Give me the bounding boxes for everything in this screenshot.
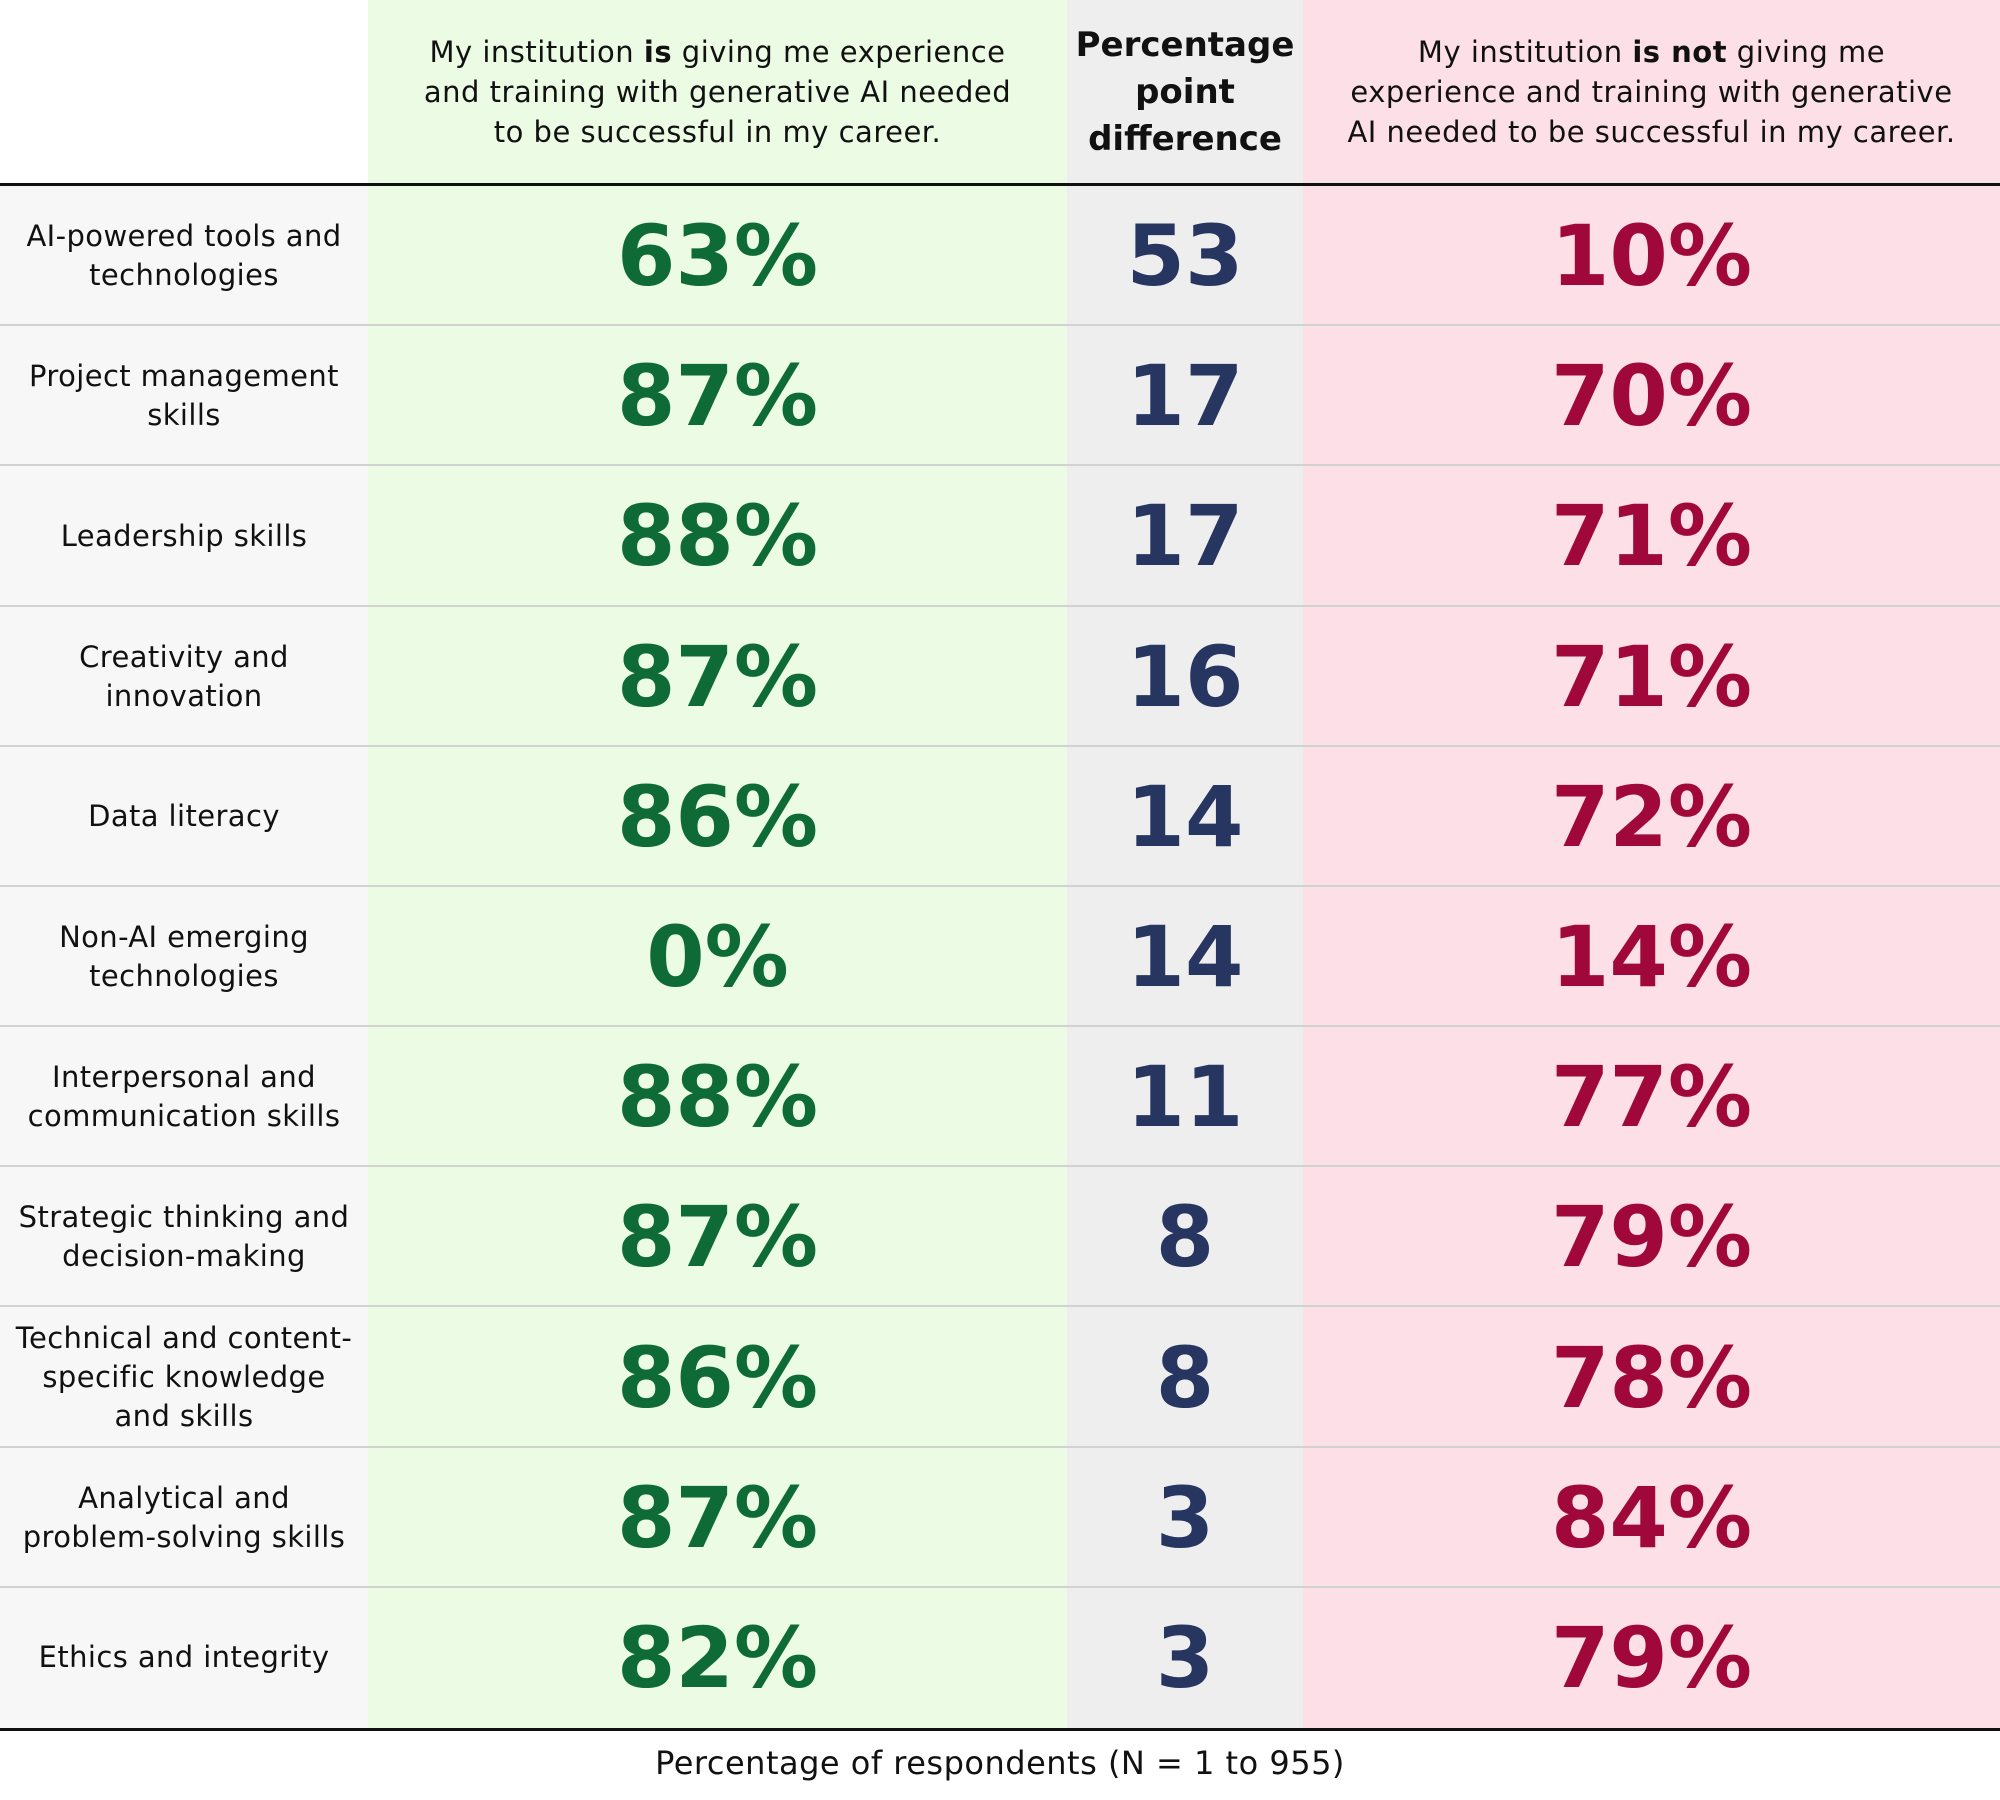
table-row: Non-AI emerging technologies 0% 14 14% [0,887,2000,1028]
table-row: Strategic thinking and decision-making 87… [0,1167,2000,1308]
value-point-difference: 53 [1126,207,1244,306]
value-institution-is-not: 77% [1550,1048,1753,1147]
footnote: Percentage of respondents (N = 1 to 955) [655,1744,1345,1782]
label-column-background [0,186,368,1730]
value-institution-is-not: 10% [1550,207,1753,306]
row-divider [0,1585,2000,1588]
table-row: Analytical and problem-solving skills 87%… [0,1448,2000,1588]
header-no-emphasis: is not [1632,35,1728,69]
yes-column-background [368,0,1067,1730]
value-institution-is: 88% [616,487,819,586]
value-institution-is: 87% [616,1468,819,1567]
value-institution-is-not: 78% [1550,1328,1753,1427]
value-institution-is-not: 84% [1550,1468,1753,1567]
difference-column-background [1067,0,1303,1730]
value-institution-is-not: 70% [1550,347,1753,446]
no-column-background [1303,0,2000,1730]
row-divider [0,1305,2000,1308]
value-institution-is: 87% [616,1188,819,1287]
row-label: Data literacy [88,799,280,834]
header-yes-prefix: My institution [429,35,644,69]
header-no-prefix: My institution [1417,35,1633,69]
header-percentage-point-difference: Percentage point difference [1075,24,1295,159]
header-institution-is: My institution is giving me experience a… [368,0,1067,184]
value-institution-is: 86% [616,767,819,866]
value-point-difference: 3 [1155,1608,1215,1707]
table-row: Leadership skills 88% 17 71% [0,466,2000,607]
value-institution-is: 82% [616,1608,819,1707]
value-institution-is: 86% [616,1328,819,1427]
table-row: Data literacy 86% 14 72% [0,747,2000,887]
row-divider [0,884,2000,887]
value-point-difference: 16 [1126,627,1244,726]
row-label: Creativity and innovation [79,639,289,713]
table-row: Project management skills 87% 17 70% [0,326,2000,467]
value-point-difference: 3 [1155,1468,1215,1567]
value-point-difference: 14 [1126,767,1244,866]
row-label: Non-AI emerging technologies [59,919,309,993]
header-yes-emphasis: is [643,35,673,69]
row-divider [0,1165,2000,1168]
value-point-difference: 14 [1126,907,1244,1006]
row-divider [0,604,2000,607]
value-institution-is: 88% [616,1048,819,1147]
row-label: Strategic thinking and decision-making [18,1200,350,1274]
row-label: Ethics and integrity [38,1640,330,1675]
value-institution-is-not: 14% [1550,907,1753,1006]
value-point-difference: 17 [1126,347,1244,446]
value-institution-is-not: 71% [1550,627,1753,726]
row-label: Project management skills [29,359,339,433]
value-institution-is-not: 72% [1550,767,1753,866]
header-institution-is-not: My institution is not giving me experien… [1303,0,2000,184]
value-institution-is-not: 79% [1550,1188,1753,1287]
row-divider [0,1025,2000,1028]
value-institution-is: 63% [616,207,819,306]
row-divider [0,1445,2000,1448]
table-top-rule [0,183,2000,186]
table-bottom-rule [0,1728,2000,1731]
row-label: Leadership skills [60,518,308,553]
row-label: Interpersonal and communication skills [27,1060,341,1134]
row-label: AI-powered tools and technologies [26,219,342,293]
value-institution-is: 87% [616,347,819,446]
row-label: Technical and content-specific knowledge… [15,1321,353,1434]
value-point-difference: 11 [1126,1048,1244,1147]
table-row: Ethics and integrity 82% 3 79% [0,1588,2000,1728]
table-row: Technical and content-specific knowledge… [0,1307,2000,1448]
value-point-difference: 17 [1126,487,1244,586]
value-institution-is: 0% [646,907,789,1006]
table-row: AI-powered tools and technologies 63% 53 10… [0,186,2000,327]
value-point-difference: 8 [1155,1328,1215,1427]
table-row: Interpersonal and communication skills 88… [0,1027,2000,1168]
row-divider [0,744,2000,747]
value-institution-is-not: 71% [1550,487,1753,586]
row-divider [0,464,2000,467]
table-row: Creativity and innovation 87% 16 71% [0,607,2000,747]
value-institution-is: 87% [616,627,819,726]
value-point-difference: 8 [1155,1188,1215,1287]
row-label: Analytical and problem-solving skills [22,1480,346,1554]
value-institution-is-not: 79% [1550,1608,1753,1707]
header-yes-suffix: giving me experience and training with g… [423,35,1012,149]
row-divider [0,324,2000,327]
header-no-suffix: giving me experience and training with g… [1347,35,1956,149]
